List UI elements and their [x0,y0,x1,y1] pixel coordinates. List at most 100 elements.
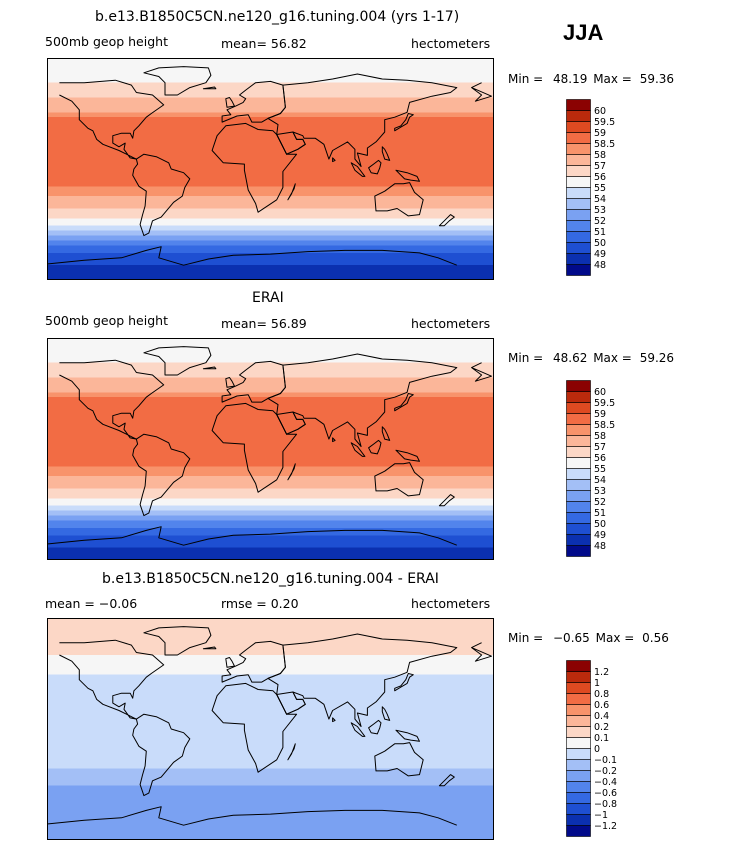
field-band [47,815,494,819]
colorbar-tick-label: 54 [594,194,606,205]
colorbar-tick-label: 0.8 [594,689,609,700]
map-frame [47,338,494,560]
field-band [47,706,494,710]
colorbar-tick-label: 1 [594,678,600,689]
season-label: JJA [563,20,604,45]
field-band [47,365,494,369]
field-band [47,372,494,376]
field-band [47,347,494,351]
field-band [47,716,494,720]
field-band [47,250,494,254]
colorbar-tick-label: 52 [594,216,606,227]
field-band [47,191,494,195]
coastline-philippines [381,146,391,161]
field-band [47,119,494,123]
field-band [47,188,494,192]
coastline-europe [221,360,286,403]
field-band [47,412,494,416]
colorbar-swatch [566,759,591,771]
colorbar-tick-label: 57 [594,161,606,172]
colorbar-tick-label: 58 [594,150,606,161]
panel-3-min-value: −0.65 [553,631,590,645]
field-band [47,530,494,534]
field-band [47,62,494,66]
field-band [47,837,494,840]
field-band [47,117,494,121]
colorbar-swatch [566,693,591,705]
field-band [47,193,494,197]
coastline-newguinea [395,449,420,462]
field-band [47,206,494,210]
field-band [47,763,494,767]
field-band [47,161,494,165]
field-band [47,235,494,239]
field-band [47,392,494,396]
field-band [47,186,494,190]
field-band [47,669,494,673]
colorbar-swatch [566,424,591,436]
field-band [47,618,494,622]
field-band [47,90,494,94]
panel-2-max-value: 59.26 [639,351,675,365]
field-band [47,453,494,457]
field-band [47,434,494,438]
field-band [47,667,494,671]
field-band [47,338,494,342]
field-band [47,95,494,99]
field-band [47,439,494,443]
field-band [47,213,494,217]
field-band [47,540,494,544]
colorbar-tick-label: −0.6 [594,788,617,799]
field-band [47,515,494,519]
colorbar-swatch [566,545,591,557]
field-band [47,793,494,797]
colorbar-tick-label: 0.6 [594,700,609,711]
colorbar-swatch [566,726,591,738]
coastline-europe [221,80,286,123]
colorbar-swatch [566,209,591,221]
colorbar-swatch [566,391,591,403]
colorbar-swatch [566,671,591,683]
coastline-borneo [368,719,382,735]
field-band [47,775,494,779]
panel-2-minmax: Min = 48.62 Max = 59.26 [508,351,674,365]
field-band [47,82,494,86]
field-band [47,642,494,646]
coastline-nz [438,494,455,507]
field-band [47,694,494,698]
coastline-australia [374,182,424,217]
colorbar-swatch [566,132,591,144]
field-band [47,756,494,760]
field-band [47,461,494,465]
field-band [47,535,494,539]
colorbar-tick-label: 0.4 [594,711,609,722]
field-band [47,72,494,76]
field-band [47,719,494,723]
panel-1-max-value: 59.36 [639,72,675,86]
coastline-madagascar [287,183,296,201]
field-band [47,662,494,666]
coastline-arabia [276,131,306,155]
colorbar-tick-label: 48 [594,260,606,271]
field-band [47,542,494,546]
field-band [47,389,494,393]
field-band [47,144,494,148]
colorbar-swatch [566,534,591,546]
field-band [47,672,494,676]
coastline-australia [374,742,424,777]
field-band [47,215,494,219]
colorbar-tick-label: −0.2 [594,766,617,777]
field-band [47,677,494,681]
coastline-iceland [202,366,217,370]
panel-1-units: hectometers [411,36,491,51]
colorbar-swatch [566,490,591,502]
coastline-namerica [59,359,492,440]
field-band [47,424,494,428]
field-band [47,449,494,453]
field-band [47,122,494,126]
panel-3-max-value: 0.56 [642,631,669,645]
colorbar-swatch [566,264,591,276]
field-band [47,136,494,140]
field-band [47,379,494,383]
